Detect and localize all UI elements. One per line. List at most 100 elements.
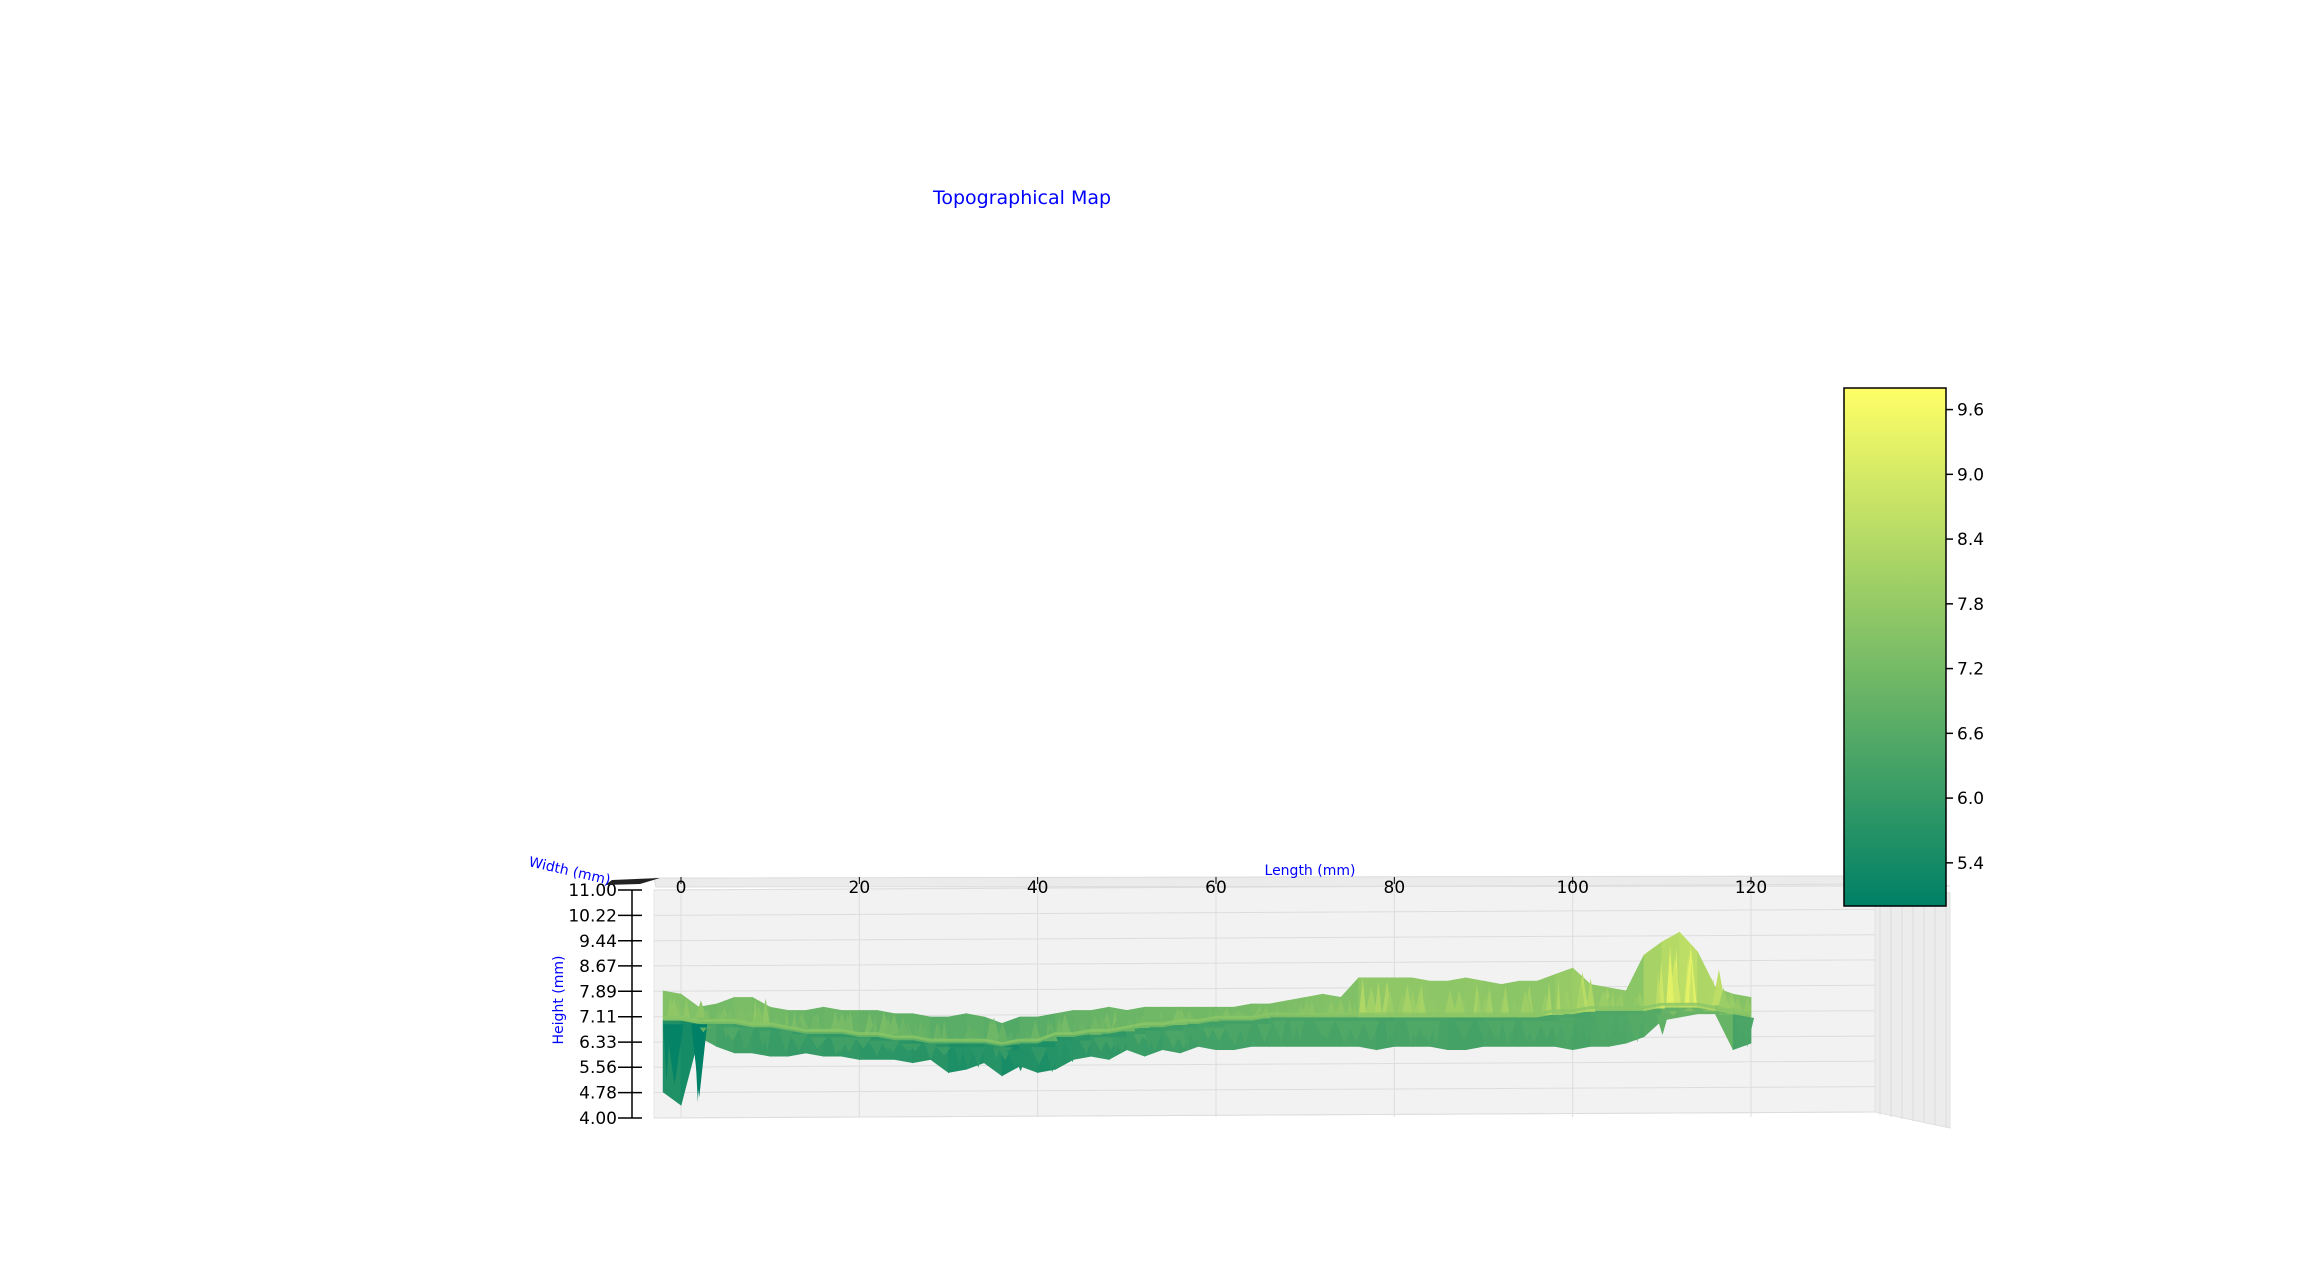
z-ticks: 4.00 4.78 5.56 6.33 7.11 7.89 8.67 9.44 10.22 11.… xyxy=(568,881,642,1129)
surface-ridge xyxy=(1402,984,1413,1016)
surface-spike xyxy=(855,1037,872,1049)
surface-spike xyxy=(1668,1011,1679,1016)
surface-spike xyxy=(1656,1014,1669,1035)
top-strip-pane xyxy=(653,875,1951,888)
surface-ridge xyxy=(895,1020,909,1038)
surface-ridge xyxy=(872,1015,878,1035)
surface-ridge xyxy=(761,998,770,1025)
colorbar-tick-label: 6.0 xyxy=(1957,789,1984,809)
colorbar-tick-label: 6.6 xyxy=(1957,724,1984,744)
surface-ridge xyxy=(778,1016,786,1025)
chart-title: Topographical Map xyxy=(932,187,1111,209)
surface-ridge xyxy=(704,1008,711,1022)
surface-spike xyxy=(1579,1017,1596,1041)
surface-ridge xyxy=(1718,990,1729,1009)
surface-ridge xyxy=(1520,989,1531,1016)
surface-ridge xyxy=(1688,961,1694,1006)
surface-ridge xyxy=(968,1026,983,1042)
surface-ridge xyxy=(987,1017,1001,1042)
surface-spike xyxy=(1344,1021,1353,1037)
x-tick-label: 0 xyxy=(676,878,687,898)
surface-spike xyxy=(924,1043,937,1060)
surface-spike xyxy=(1031,1047,1045,1059)
surface-spike xyxy=(867,1040,884,1051)
surface-ridge xyxy=(1585,978,1596,1012)
surface-ridge xyxy=(1418,983,1425,1016)
surface-spike xyxy=(1525,1021,1543,1043)
surface-mid-ridge xyxy=(663,1002,1752,1045)
surface-spike xyxy=(900,1043,918,1052)
surface-ridge xyxy=(808,1017,822,1032)
surface-spike xyxy=(1295,1021,1305,1041)
colorbar: 5.4 6.0 6.6 7.2 7.8 8.4 9.0 9.6 xyxy=(1843,387,1984,907)
surface-ridge xyxy=(978,1028,983,1042)
surface-spike xyxy=(1502,1021,1514,1046)
surface-spike xyxy=(780,1030,790,1049)
z-axis: 4.00 4.78 5.56 6.33 7.11 7.89 8.67 9.44 10.22 11.… xyxy=(551,881,642,1129)
x-tick-label: 60 xyxy=(1205,878,1227,898)
y-axis: Width (mm) xyxy=(527,854,660,889)
surface-ridge xyxy=(1743,996,1752,1012)
surface-ridge xyxy=(1610,989,1615,1009)
surface-spike xyxy=(969,1047,987,1062)
z-tick-label: 7.11 xyxy=(579,1008,617,1028)
z-grid-line xyxy=(653,934,1876,942)
z-grid-line xyxy=(653,1086,1876,1094)
surface-spike xyxy=(706,1026,714,1028)
surface-ridge xyxy=(1055,1017,1063,1035)
surface-spike xyxy=(1223,1024,1238,1041)
surface-spike xyxy=(1538,1021,1555,1040)
surface-ridge xyxy=(1325,999,1337,1016)
surface-spike xyxy=(1347,1021,1365,1042)
x-axis-label: Length (mm) xyxy=(1265,863,1356,879)
surface-spike xyxy=(1684,1008,1694,1012)
surface-spike xyxy=(1064,1040,1081,1063)
surface-spike xyxy=(1314,1021,1332,1037)
surface-spike xyxy=(1238,1024,1252,1043)
surface-spike xyxy=(723,1027,730,1039)
surface-ridge xyxy=(1655,971,1661,1009)
surface-spike xyxy=(1627,1014,1645,1041)
surface-spike xyxy=(1288,1021,1299,1041)
surface-ridge xyxy=(913,1022,918,1038)
surface-spike xyxy=(830,1037,842,1056)
z-tick-label: 4.00 xyxy=(579,1109,617,1129)
surface-ridge xyxy=(1501,985,1510,1016)
surface-ridge xyxy=(1030,1019,1041,1042)
surface-spike xyxy=(724,1027,741,1042)
surface-ridge xyxy=(1476,990,1482,1016)
surface-spike xyxy=(1717,1013,1725,1015)
x-tick-label: 100 xyxy=(1556,878,1588,898)
surface-spike xyxy=(691,1024,708,1098)
surface-spike xyxy=(1454,1021,1473,1041)
surface-ridge xyxy=(884,1015,892,1035)
colorbar-tick-label: 5.4 xyxy=(1957,854,1984,874)
z-grid-line xyxy=(653,1111,1876,1119)
surface-spike xyxy=(1567,1017,1576,1039)
surface-ridge xyxy=(1461,998,1473,1016)
surface-spike xyxy=(1257,1024,1269,1039)
surface-spike xyxy=(1615,1014,1629,1038)
surface-ridge xyxy=(1434,997,1440,1016)
colorbar-tick-label: 7.8 xyxy=(1957,595,1984,615)
surface-ridge xyxy=(772,1013,781,1025)
surface-spike xyxy=(813,1037,828,1046)
surface-ridge xyxy=(1385,990,1395,1016)
surface-ridge xyxy=(1733,996,1742,1012)
surface-ridge xyxy=(695,1000,707,1019)
surface-spike xyxy=(1056,1040,1065,1067)
surface-ridge xyxy=(996,1022,1009,1042)
surface-spike xyxy=(1595,1014,1611,1046)
z-tick-label: 5.56 xyxy=(579,1058,617,1078)
z-axis-label: Height (mm) xyxy=(551,956,567,1045)
surface-spike xyxy=(1182,1027,1192,1052)
surface-spike xyxy=(1431,1021,1441,1044)
z-tick-label: 7.89 xyxy=(579,982,617,1002)
surface-ridge xyxy=(1510,998,1516,1016)
surface-ridge xyxy=(1374,981,1383,1016)
surface-ridge xyxy=(735,1007,747,1022)
surface-ridge xyxy=(1098,1016,1106,1032)
colorbar-tick-label: 7.2 xyxy=(1957,660,1984,680)
surface-spike xyxy=(885,1040,901,1053)
surface-ridge xyxy=(1562,992,1570,1012)
